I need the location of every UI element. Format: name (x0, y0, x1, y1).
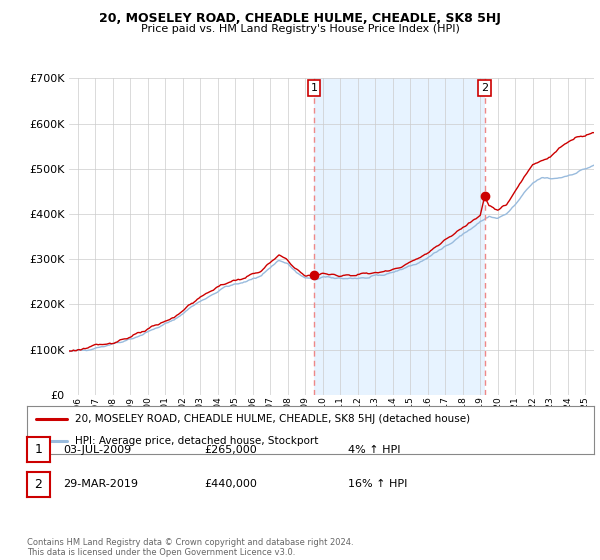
Text: 20, MOSELEY ROAD, CHEADLE HULME, CHEADLE, SK8 5HJ (detached house): 20, MOSELEY ROAD, CHEADLE HULME, CHEADLE… (75, 414, 470, 424)
Text: Price paid vs. HM Land Registry's House Price Index (HPI): Price paid vs. HM Land Registry's House … (140, 24, 460, 34)
Text: £440,000: £440,000 (204, 479, 257, 489)
Text: 16% ↑ HPI: 16% ↑ HPI (348, 479, 407, 489)
Text: 1: 1 (311, 83, 317, 93)
Text: £265,000: £265,000 (204, 445, 257, 455)
Bar (314, 78, 485, 395)
Text: 4% ↑ HPI: 4% ↑ HPI (348, 445, 401, 455)
Text: 20, MOSELEY ROAD, CHEADLE HULME, CHEADLE, SK8 5HJ: 20, MOSELEY ROAD, CHEADLE HULME, CHEADLE… (99, 12, 501, 25)
Text: 03-JUL-2009: 03-JUL-2009 (63, 445, 131, 455)
Text: HPI: Average price, detached house, Stockport: HPI: Average price, detached house, Stoc… (75, 436, 319, 446)
Text: 29-MAR-2019: 29-MAR-2019 (63, 479, 138, 489)
Text: Contains HM Land Registry data © Crown copyright and database right 2024.
This d: Contains HM Land Registry data © Crown c… (27, 538, 353, 557)
Text: 2: 2 (481, 83, 488, 93)
Text: 1: 1 (34, 443, 43, 456)
Text: 2: 2 (34, 478, 43, 491)
